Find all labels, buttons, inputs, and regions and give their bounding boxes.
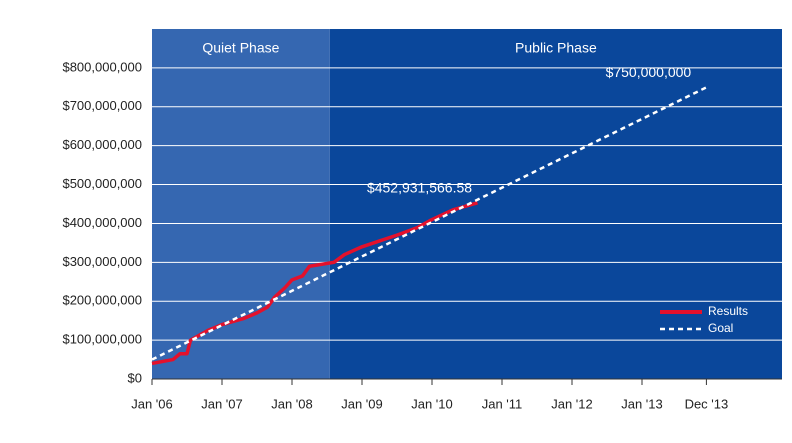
y-tick-label: $700,000,000 xyxy=(62,98,142,113)
y-tick-label: $100,000,000 xyxy=(62,332,142,347)
legend-label: Results xyxy=(708,304,748,318)
annotation: $452,931,566.58 xyxy=(367,180,472,196)
series-line xyxy=(151,201,478,366)
x-tick-label: Jan '07 xyxy=(201,396,243,411)
x-tick-label: Jan '12 xyxy=(551,396,593,411)
x-tick-label: Dec '13 xyxy=(685,396,729,411)
x-tick-label: Jan '10 xyxy=(411,396,453,411)
y-tick-label: $0 xyxy=(128,370,142,385)
x-tick-label: Jan '11 xyxy=(482,396,523,411)
annotation: $750,000,000 xyxy=(606,64,692,80)
x-tick-label: Jan '06 xyxy=(131,396,173,411)
phase-label: Public Phase xyxy=(515,40,597,56)
y-tick-label: $600,000,000 xyxy=(62,137,142,152)
x-tick-label: Jan '08 xyxy=(271,396,313,411)
legend-label: Goal xyxy=(708,321,733,335)
phase-label: Quiet Phase xyxy=(202,40,279,56)
phase-band xyxy=(329,29,782,379)
y-tick-label: $400,000,000 xyxy=(62,215,142,230)
x-tick-label: Jan '09 xyxy=(341,396,383,411)
y-tick-label: $200,000,000 xyxy=(62,293,142,308)
phase-band xyxy=(152,29,330,379)
x-tick-label: Jan '13 xyxy=(621,396,663,411)
y-tick-label: $800,000,000 xyxy=(62,59,142,74)
series-line xyxy=(151,86,707,361)
y-tick-label: $500,000,000 xyxy=(62,176,142,191)
y-tick-label: $300,000,000 xyxy=(62,254,142,269)
